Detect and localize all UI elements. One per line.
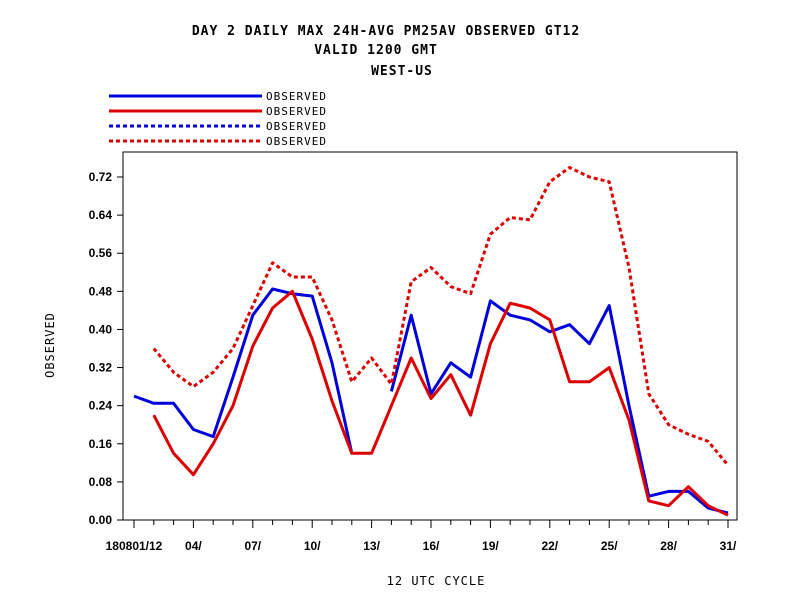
legend-label-1: OBSERVED (266, 90, 327, 103)
y-tick-label: 0.72 (89, 170, 113, 184)
x-tick-label: 07/ (244, 539, 261, 553)
x-tick-label: 10/ (304, 539, 321, 553)
legend: OBSERVED OBSERVED OBSERVED OBSERVED (109, 90, 327, 148)
series-group (133, 166, 730, 517)
series-line-1 (389, 299, 729, 515)
y-axis-label: OBSERVED (43, 312, 57, 378)
y-tick-label: 0.40 (89, 322, 113, 336)
y-tick-label: 0.16 (89, 437, 113, 451)
series-line-4 (152, 166, 730, 467)
legend-label-3: OBSERVED (266, 120, 327, 133)
legend-label-2: OBSERVED (266, 105, 327, 118)
chart-subtitle-valid: VALID 1200 GMT (314, 43, 438, 58)
legend-label-4: OBSERVED (266, 135, 327, 148)
chart-title: DAY 2 DAILY MAX 24H-AVG PM25AV OBSERVED … (192, 24, 580, 39)
x-tick-label: 13/ (363, 539, 380, 553)
x-axis: 180801/12 04/07/10/13/16/19/22/25/28/31/ (106, 520, 737, 553)
y-tick-label: 0.08 (89, 475, 113, 489)
x-tick-label: 19/ (482, 539, 499, 553)
x-tick-label: 04/ (185, 539, 202, 553)
y-tick-label: 0.00 (89, 513, 113, 527)
series-line-1 (133, 287, 354, 454)
x-axis-label: 12 UTC CYCLE (387, 574, 486, 588)
y-tick-label: 0.56 (89, 246, 113, 260)
plot-frame (122, 151, 738, 521)
chart-subtitle-region: WEST-US (371, 64, 433, 79)
x-tick-label: 180801/12 (106, 539, 163, 553)
series-line-2 (152, 289, 729, 517)
y-tick-label: 0.48 (89, 284, 113, 298)
x-tick-label: 22/ (541, 539, 558, 553)
x-tick-label: 31/ (720, 539, 737, 553)
y-tick-label: 0.32 (89, 361, 113, 375)
x-tick-label: 28/ (660, 539, 677, 553)
y-tick-label: 0.24 (89, 399, 113, 413)
y-tick-label: 0.64 (89, 208, 113, 222)
x-tick-label: 25/ (601, 539, 618, 553)
y-axis: 0.00 0.08 0.16 0.24 0.32 0.40 0.48 0.56 0.64 0.72 (89, 170, 123, 527)
x-tick-label: 16/ (423, 539, 440, 553)
